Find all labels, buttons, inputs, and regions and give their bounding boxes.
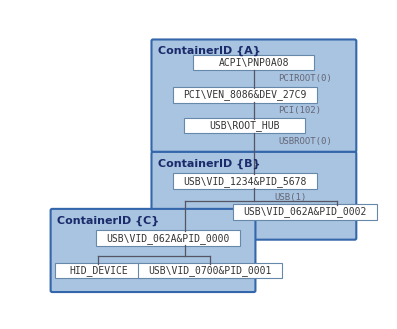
FancyBboxPatch shape: [193, 55, 314, 70]
FancyBboxPatch shape: [173, 173, 317, 189]
FancyBboxPatch shape: [173, 87, 317, 103]
Text: USB\VID_062A&PID_0002: USB\VID_062A&PID_0002: [243, 207, 366, 217]
Text: ContainerID {C}: ContainerID {C}: [57, 215, 159, 226]
Text: USB(1): USB(1): [274, 193, 306, 202]
Text: ACPI\PNP0A08: ACPI\PNP0A08: [219, 58, 289, 67]
Text: USB\VID_0700&PID_0001: USB\VID_0700&PID_0001: [148, 265, 272, 276]
FancyBboxPatch shape: [233, 204, 377, 220]
Text: PCI(102): PCI(102): [279, 106, 322, 115]
FancyBboxPatch shape: [184, 118, 305, 134]
FancyBboxPatch shape: [96, 230, 240, 246]
Text: HID_DEVICE: HID_DEVICE: [69, 265, 128, 276]
FancyBboxPatch shape: [152, 39, 357, 152]
Text: PCIROOT(0): PCIROOT(0): [279, 74, 332, 83]
FancyBboxPatch shape: [138, 263, 282, 278]
Text: USBROOT(0): USBROOT(0): [279, 137, 332, 146]
FancyBboxPatch shape: [55, 263, 141, 278]
FancyBboxPatch shape: [51, 209, 255, 292]
Text: USB\ROOT_HUB: USB\ROOT_HUB: [209, 120, 280, 131]
Text: USB\VID_1234&PID_5678: USB\VID_1234&PID_5678: [183, 176, 306, 187]
Text: ContainerID {A}: ContainerID {A}: [158, 46, 260, 56]
FancyBboxPatch shape: [152, 152, 357, 240]
Text: USB\VID_062A&PID_0000: USB\VID_062A&PID_0000: [106, 233, 229, 243]
Text: ContainerID {B}: ContainerID {B}: [158, 158, 260, 168]
Text: PCI\VEN_8086&DEV_27C9: PCI\VEN_8086&DEV_27C9: [183, 89, 306, 100]
